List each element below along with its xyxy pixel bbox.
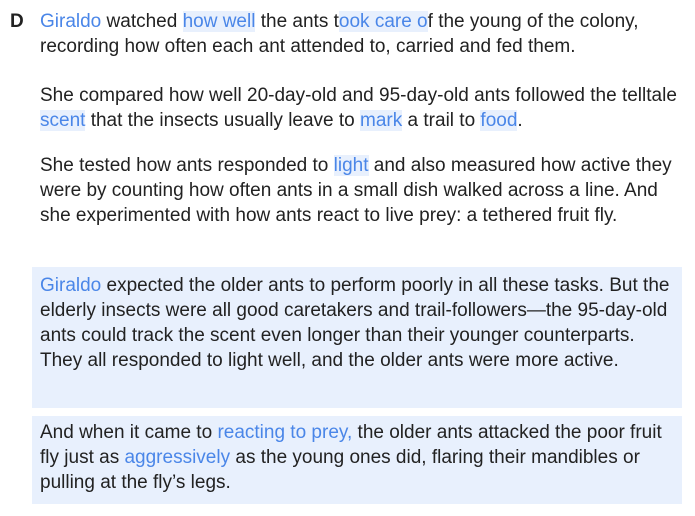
- link-aggressively[interactable]: aggressively: [124, 447, 231, 468]
- paragraph-4: Giraldo expected the older ants to perfo…: [40, 273, 680, 373]
- paragraph-5: And when it came to reacting to prey, th…: [40, 420, 680, 495]
- text-span: as the young ones did, flaring their man…: [40, 447, 640, 493]
- section-letter: D: [10, 11, 24, 32]
- text-span: the ants t: [255, 11, 339, 32]
- link-light[interactable]: light: [333, 155, 369, 176]
- text-span: And when it came to: [40, 422, 218, 443]
- text-span: f the young of the colony, recording how…: [40, 11, 639, 57]
- text-span: that the insects usually leave to: [85, 110, 361, 131]
- highlighted-block-5: [32, 416, 682, 504]
- highlighted-block-4: [32, 267, 682, 408]
- link-reacting-to-prey[interactable]: reacting to prey,: [217, 422, 353, 443]
- text-span: a trail to: [402, 110, 481, 131]
- text-span: the older ants attacked the poor fruit f…: [40, 422, 662, 468]
- paragraph-3: She tested how ants responded to light a…: [40, 153, 680, 228]
- link-took-care-of[interactable]: ook care o: [338, 11, 428, 32]
- text-span: .: [517, 110, 523, 131]
- paragraph-2: She compared how well 20-day-old and 95-…: [40, 83, 680, 133]
- text-span: and also measured how active they were b…: [40, 155, 672, 226]
- link-scent[interactable]: scent: [40, 110, 86, 131]
- text-span: expected the older ants to perform poorl…: [40, 275, 670, 371]
- text-span: watched: [101, 11, 183, 32]
- link-giraldo[interactable]: Giraldo: [40, 11, 102, 32]
- text-span: She tested how ants responded to: [40, 155, 334, 176]
- link-food[interactable]: food: [480, 110, 518, 131]
- link-mark[interactable]: mark: [360, 110, 403, 131]
- text-span: She compared how well 20-day-old and 95-…: [40, 85, 677, 106]
- link-giraldo[interactable]: Giraldo: [40, 275, 102, 296]
- paragraph-1: Giraldo watched how well the ants took c…: [40, 9, 680, 59]
- link-how-well[interactable]: how well: [182, 11, 256, 32]
